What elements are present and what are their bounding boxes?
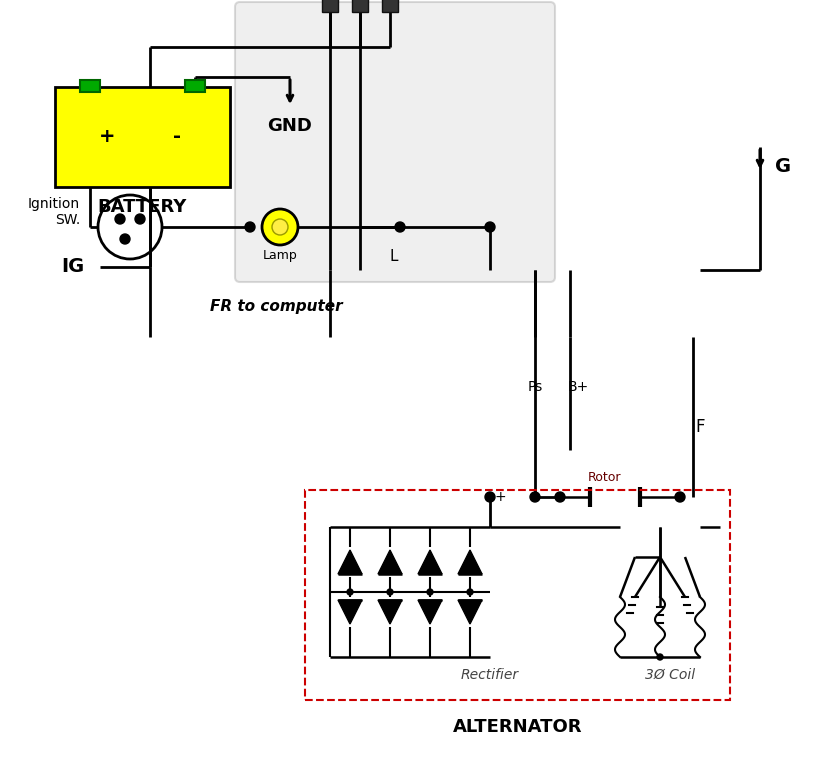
Text: GND: GND	[267, 117, 312, 135]
Polygon shape	[337, 550, 361, 574]
Text: Rotor: Rotor	[587, 471, 621, 484]
Bar	[322, 0, 337, 12]
Circle shape	[427, 589, 433, 595]
Circle shape	[245, 222, 255, 232]
Circle shape	[115, 214, 125, 224]
Text: B+: B+	[566, 380, 588, 394]
FancyBboxPatch shape	[235, 2, 554, 282]
Polygon shape	[457, 600, 481, 624]
Circle shape	[529, 492, 539, 502]
Bar	[304, 490, 729, 700]
Text: Ps: Ps	[527, 380, 542, 394]
Text: 3Ø Coil: 3Ø Coil	[644, 668, 694, 682]
Bar	[381, 0, 398, 12]
Circle shape	[272, 219, 288, 235]
Polygon shape	[337, 600, 361, 624]
Text: -: -	[174, 127, 181, 146]
Text: L: L	[390, 249, 398, 265]
Bar	[55, 87, 230, 187]
Circle shape	[120, 234, 130, 244]
Circle shape	[135, 214, 145, 224]
Circle shape	[347, 589, 352, 595]
Circle shape	[656, 654, 662, 660]
Circle shape	[485, 492, 495, 502]
Polygon shape	[418, 550, 442, 574]
Circle shape	[554, 492, 564, 502]
Polygon shape	[418, 600, 442, 624]
Circle shape	[261, 209, 298, 245]
Text: +: +	[495, 490, 506, 504]
Circle shape	[386, 589, 393, 595]
Text: BATTERY: BATTERY	[98, 198, 187, 216]
Polygon shape	[378, 550, 402, 574]
Polygon shape	[378, 600, 402, 624]
Polygon shape	[457, 550, 481, 574]
Circle shape	[485, 222, 495, 232]
Bar	[351, 0, 367, 12]
Text: G: G	[774, 157, 790, 176]
Text: +: +	[99, 127, 116, 146]
Text: Ignition
SW.: Ignition SW.	[28, 197, 80, 227]
Bar	[184, 80, 205, 92]
Text: F: F	[695, 418, 704, 436]
Text: IG: IG	[62, 258, 85, 276]
Text: ALTERNATOR: ALTERNATOR	[452, 718, 581, 736]
Circle shape	[466, 589, 472, 595]
Text: Rectifier: Rectifier	[461, 668, 519, 682]
Bar	[80, 80, 100, 92]
Text: Lamp: Lamp	[262, 249, 297, 262]
Circle shape	[394, 222, 404, 232]
Circle shape	[674, 492, 684, 502]
Text: FR to computer: FR to computer	[210, 299, 342, 314]
